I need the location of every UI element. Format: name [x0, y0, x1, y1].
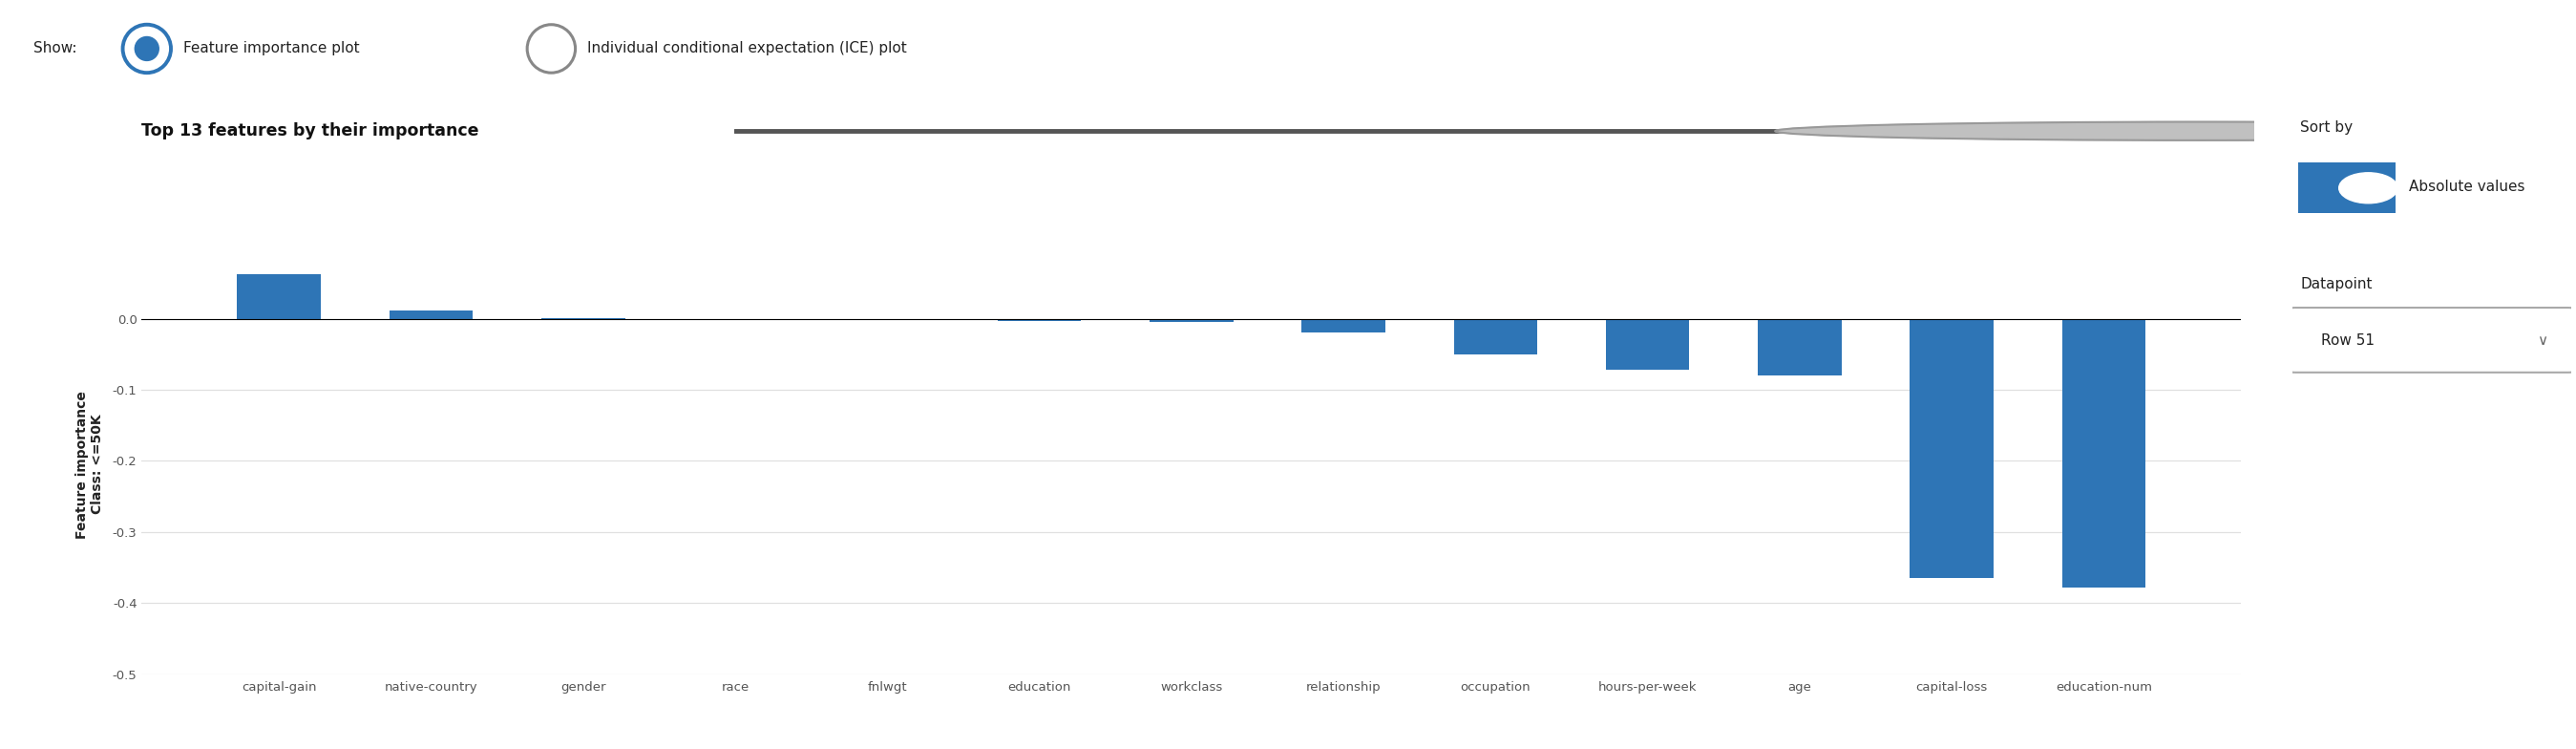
Text: Top 13 features by their importance: Top 13 features by their importance: [142, 123, 479, 139]
FancyBboxPatch shape: [2282, 160, 2411, 216]
FancyBboxPatch shape: [2290, 308, 2573, 372]
Text: Feature importance plot: Feature importance plot: [183, 41, 358, 56]
Circle shape: [134, 37, 160, 61]
Bar: [1149, 318, 1234, 322]
Text: Show:: Show:: [33, 41, 77, 56]
Bar: [1909, 318, 1994, 578]
Text: Sort by: Sort by: [2300, 120, 2352, 135]
Text: Datapoint: Datapoint: [2300, 277, 2372, 292]
Text: Absolute values: Absolute values: [2409, 180, 2524, 195]
Bar: [237, 275, 322, 318]
Bar: [1605, 318, 1690, 370]
Text: Row 51: Row 51: [2321, 333, 2375, 348]
Bar: [389, 310, 474, 318]
Bar: [997, 318, 1082, 321]
Circle shape: [1775, 122, 2576, 140]
Bar: [1301, 318, 1386, 333]
Text: Individual conditional expectation (ICE) plot: Individual conditional expectation (ICE)…: [587, 41, 907, 56]
Bar: [1453, 318, 1538, 354]
Text: ∨: ∨: [2537, 333, 2548, 348]
Y-axis label: Feature importance
Class: <=50K: Feature importance Class: <=50K: [75, 390, 106, 539]
Bar: [1757, 318, 1842, 375]
Bar: [2061, 318, 2146, 587]
Circle shape: [2339, 173, 2398, 203]
